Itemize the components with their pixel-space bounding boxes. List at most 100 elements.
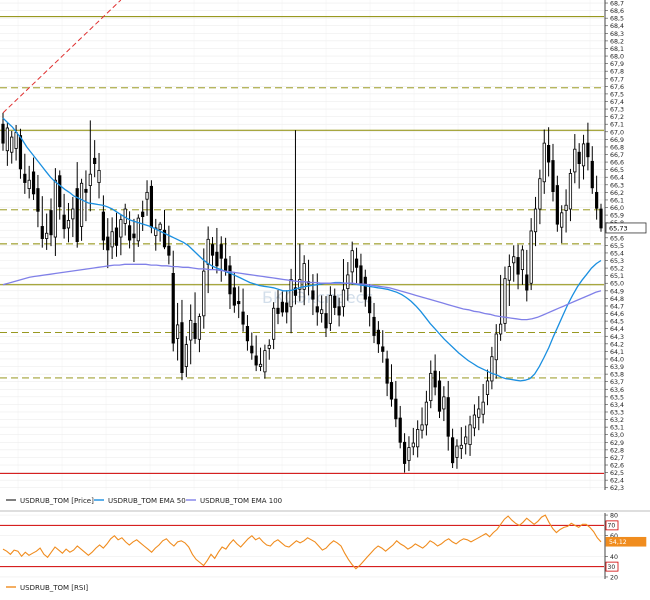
candle-body <box>40 226 44 239</box>
rsi-plot-area <box>0 513 604 579</box>
candle-body <box>586 142 590 158</box>
candle-body <box>499 323 503 335</box>
candle-body <box>333 295 337 308</box>
candle-body <box>363 276 367 300</box>
rsi-tick-label: 20 <box>610 574 618 581</box>
candle-body <box>66 219 71 229</box>
price-tick-label: 67,2 <box>610 114 624 121</box>
candle-body <box>394 398 398 420</box>
candle-body <box>136 217 140 242</box>
trendline[interactable] <box>2 0 122 114</box>
candle-body <box>398 417 402 443</box>
candle-body <box>298 279 302 290</box>
price-tick-label: 66,9 <box>610 137 624 144</box>
candle-body <box>324 313 328 329</box>
candle-body <box>101 211 105 241</box>
candle-body <box>302 263 306 290</box>
candle-body <box>219 244 223 259</box>
candle-body <box>127 225 132 241</box>
candle-body <box>206 238 210 265</box>
candle-body <box>507 266 511 281</box>
candle-body <box>36 188 40 212</box>
candle-body <box>162 229 167 248</box>
candle-body <box>263 350 267 373</box>
price-gridlines <box>0 0 604 490</box>
candle-body <box>420 424 424 431</box>
candle-body <box>368 296 372 314</box>
candle-body <box>189 319 193 341</box>
candle-body <box>49 210 53 236</box>
candle-body <box>533 208 538 233</box>
last-price-tag[interactable] <box>605 222 647 234</box>
candle-body <box>407 447 411 461</box>
price-tick-label: 62,6 <box>610 463 624 470</box>
legend-ema100-label: USDRUB_TOM EMA 100 <box>200 497 282 505</box>
price-tick-label: 68,0 <box>610 54 624 61</box>
candle-body <box>494 333 498 361</box>
candle-body <box>359 265 363 285</box>
price-tick-label: 68,4 <box>610 23 624 30</box>
candle-body <box>468 424 472 445</box>
candle-body <box>280 301 284 313</box>
candle-body <box>53 179 57 238</box>
rsi-last-tag[interactable] <box>605 536 647 547</box>
candle-body <box>437 380 442 412</box>
price-tick-label: 63,4 <box>610 402 624 409</box>
rsi-legend: USDRUB_TOM [RSI] <box>6 584 88 592</box>
candles <box>1 112 603 473</box>
candle-body <box>27 179 31 189</box>
price-tick-label: 66,6 <box>610 160 624 167</box>
candle-body <box>411 442 415 448</box>
price-tick-label: 68,5 <box>610 16 624 23</box>
candle-body <box>389 382 394 400</box>
rsi-axis[interactable]: 20 40 60 80 70 30 54,12 <box>604 513 647 582</box>
candle-body <box>224 258 228 272</box>
candle-body <box>258 363 263 367</box>
price-tick-label: 63,7 <box>610 379 624 386</box>
candle-body <box>311 290 315 300</box>
rsi-panel[interactable]: 20 40 60 80 70 30 54,12 <box>0 513 647 582</box>
price-tick-label: 68,2 <box>610 38 624 45</box>
rsi-levels <box>0 524 604 568</box>
candle-body <box>158 223 162 230</box>
candle-body <box>372 316 376 336</box>
candle-body <box>154 227 158 236</box>
price-tick-label: 67,8 <box>610 69 624 76</box>
candle-body <box>149 185 154 228</box>
candle-body <box>97 170 101 183</box>
candle-body <box>320 309 324 314</box>
candle-body <box>79 182 84 227</box>
price-tick-label: 68,3 <box>610 31 624 38</box>
candle-body <box>472 414 477 429</box>
price-tick-label: 63,9 <box>610 364 624 371</box>
last-price-label: 65,73 <box>609 224 628 232</box>
candle-body <box>446 397 450 437</box>
candle-body <box>315 306 319 313</box>
price-tick-label: 67,7 <box>610 76 624 83</box>
candle-body <box>132 233 136 239</box>
ema100-line <box>2 263 602 321</box>
price-panel[interactable]: БКСЭкспресс 62,362,462,562,662,762,862,9… <box>0 0 647 492</box>
candle-body <box>490 356 494 382</box>
candle-body <box>18 135 23 170</box>
trendline-line[interactable] <box>2 0 122 114</box>
candle-body <box>245 326 250 342</box>
candle-body <box>542 142 546 183</box>
price-tick-label: 64,9 <box>610 288 624 295</box>
price-axis[interactable]: 62,362,462,562,662,762,862,963,063,163,2… <box>604 0 647 492</box>
price-tick-label: 64,1 <box>610 349 624 356</box>
price-tick-label: 62,5 <box>610 470 624 477</box>
price-tick-label: 64,4 <box>610 326 624 333</box>
candle-body <box>289 279 293 308</box>
candle-body <box>568 173 573 210</box>
price-tick-label: 63,1 <box>610 425 624 432</box>
candle-body <box>293 287 298 296</box>
ema-lines <box>2 117 602 382</box>
horizontal-levels[interactable] <box>0 16 604 474</box>
price-tick-label: 68,1 <box>610 46 624 53</box>
price-tick-label: 63,3 <box>610 409 624 416</box>
candle-body <box>210 244 215 256</box>
legend-ema50-label: USDRUB_TOM EMA 50 <box>108 497 186 505</box>
candle-body <box>433 370 437 388</box>
